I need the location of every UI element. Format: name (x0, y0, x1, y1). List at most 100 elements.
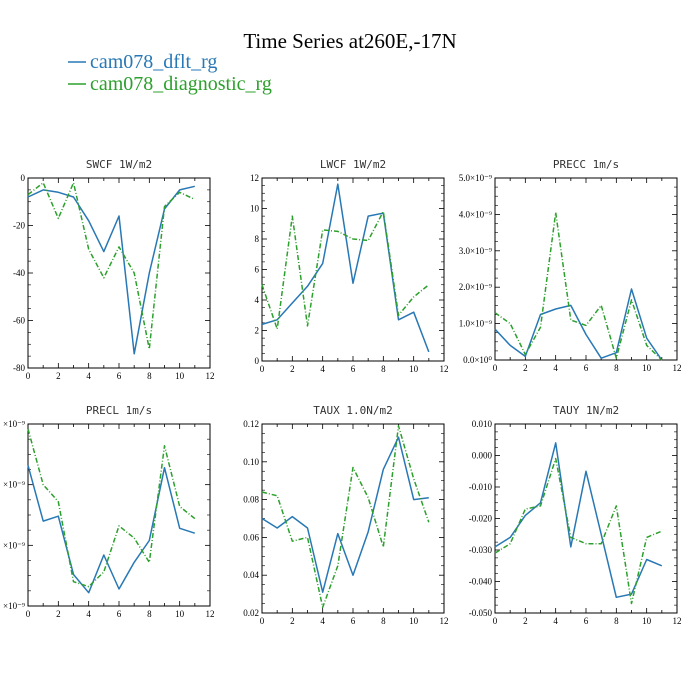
panel-title: TAUY 1N/m2 (553, 404, 619, 417)
x-tick-label: 4 (86, 609, 91, 619)
y-tick-label: ×10⁻⁹ (3, 480, 25, 490)
x-tick-label: 2 (290, 616, 295, 626)
x-tick-label: 4 (320, 364, 325, 374)
series-line-1 (261, 183, 430, 353)
x-tick-label: 8 (614, 616, 619, 626)
y-tick-label: 5.0×10⁻⁹ (459, 173, 492, 183)
y-tick-label: ×10⁻⁹ (3, 419, 25, 429)
x-tick-label: 12 (206, 371, 215, 381)
x-tick-label: 10 (175, 609, 185, 619)
y-tick-label: ×10⁻⁹ (3, 540, 25, 550)
y-tick-label: -40 (13, 268, 25, 278)
panel-title: LWCF 1W/m2 (320, 158, 386, 171)
y-tick-label: 8 (255, 234, 260, 244)
x-tick-label: 8 (147, 371, 152, 381)
x-tick-label: 6 (584, 363, 589, 373)
series-line-2 (27, 182, 196, 350)
legend: cam078_dflt_rg cam078_diagnostic_rg (68, 51, 272, 95)
x-tick-label: 2 (523, 616, 528, 626)
x-tick-label: 2 (290, 364, 295, 374)
x-tick-label: 4 (553, 616, 558, 626)
series-line-2 (27, 428, 196, 588)
y-tick-label: 0 (21, 173, 26, 183)
series-line-2 (494, 457, 663, 605)
y-tick-label: 0.010 (472, 419, 493, 429)
y-tick-label: -0.020 (469, 514, 493, 524)
x-tick-label: 10 (175, 371, 185, 381)
x-tick-label: 12 (440, 364, 449, 374)
x-tick-label: 10 (409, 616, 419, 626)
series-line-1 (27, 465, 196, 594)
x-tick-label: 4 (320, 616, 325, 626)
y-tick-label: 0 (255, 356, 260, 366)
y-tick-label: 4.0×10⁻⁹ (459, 209, 492, 219)
x-tick-label: 10 (409, 364, 419, 374)
series-line-2 (261, 210, 430, 330)
x-tick-label: 2 (523, 363, 528, 373)
y-tick-label: 6 (255, 265, 260, 275)
y-tick-label: -20 (13, 221, 25, 231)
x-tick-label: 10 (642, 363, 652, 373)
panel-title: SWCF 1W/m2 (86, 158, 152, 171)
plot-frame (27, 423, 211, 607)
x-tick-label: 6 (117, 609, 122, 619)
y-tick-label: -60 (13, 316, 25, 326)
x-tick-label: 0 (260, 616, 265, 626)
y-tick-label: 4 (255, 295, 260, 305)
panels: SWCF 1W/m2 0 2 4 6 8 10 12 0 -20 -40 -60 -80 LWCF 1W/… (3, 158, 681, 626)
y-tick-label: 0.08 (243, 495, 259, 505)
legend-label-1: cam078_dflt_rg (90, 51, 217, 73)
y-tick-label: 12 (250, 173, 259, 183)
x-tick-label: 0 (260, 364, 265, 374)
y-tick-label: 0.10 (243, 457, 259, 467)
x-tick-label: 6 (351, 616, 356, 626)
y-tick-label: 2.0×10⁻⁹ (459, 282, 492, 292)
chart-panel-3: PRECC 1m/s 0 2 4 6 8 10 12 5.0×10⁻⁹ 4.0×10⁻⁹ 3.0×1… (459, 158, 682, 373)
series-line-1 (261, 436, 429, 593)
x-tick-label: 12 (673, 616, 682, 626)
chart-panel-2: LWCF 1W/m2 0 2 4 6 8 10 12 12 10 8 6 4 2 0 (250, 158, 449, 374)
series-line-1 (494, 442, 663, 599)
y-tick-label: ×10⁻⁹ (3, 601, 25, 611)
series-line-1 (27, 185, 195, 355)
x-tick-label: 0 (493, 363, 498, 373)
y-tick-label: 0.04 (243, 570, 259, 580)
panel-title: TAUX 1.0N/m2 (313, 404, 392, 417)
y-tick-label: 0.000 (472, 451, 493, 461)
series-line-2 (494, 211, 663, 361)
plot-frame (494, 177, 678, 361)
x-tick-label: 8 (381, 364, 386, 374)
y-tick-label: 0.12 (243, 419, 259, 429)
chart-panel-4: PRECL 1m/s 0 2 4 6 8 10 12 ×10⁻⁹ ×10⁻⁹ ×10⁻⁹ ×10⁻⁹ (3, 404, 214, 619)
y-tick-label: -0.050 (469, 608, 493, 618)
x-tick-label: 0 (26, 609, 31, 619)
y-tick-label: 10 (250, 204, 260, 214)
figure-title: Time Series at260E,-17N (243, 29, 456, 53)
x-tick-label: 8 (147, 609, 152, 619)
x-tick-label: 10 (642, 616, 652, 626)
x-tick-label: 2 (56, 609, 61, 619)
x-tick-label: 0 (26, 371, 31, 381)
panel-title: PRECC 1m/s (553, 158, 619, 171)
y-tick-label: 0.0×10⁰ (463, 355, 492, 365)
series-line-2 (261, 425, 430, 609)
y-tick-label: -0.030 (469, 545, 493, 555)
x-tick-label: 12 (673, 363, 682, 373)
x-tick-label: 8 (381, 616, 386, 626)
y-tick-label: 0.06 (243, 532, 259, 542)
y-tick-label: -0.010 (469, 482, 493, 492)
plot-frame (27, 177, 211, 369)
x-tick-label: 2 (56, 371, 61, 381)
x-tick-label: 4 (86, 371, 91, 381)
y-tick-label: 3.0×10⁻⁹ (459, 246, 492, 256)
x-tick-label: 6 (584, 616, 589, 626)
y-tick-label: 0.02 (243, 608, 259, 618)
plot-frame (261, 177, 445, 362)
x-tick-label: 6 (117, 371, 122, 381)
chart-panel-6: TAUY 1N/m2 0 2 4 6 8 10 12 0.010 0.000 -0.010 -0.02… (469, 404, 682, 626)
x-tick-label: 8 (614, 363, 619, 373)
y-tick-label: -80 (13, 363, 25, 373)
chart-panel-1: SWCF 1W/m2 0 2 4 6 8 10 12 0 -20 -40 -60 -80 (13, 158, 215, 381)
x-tick-label: 4 (553, 363, 558, 373)
